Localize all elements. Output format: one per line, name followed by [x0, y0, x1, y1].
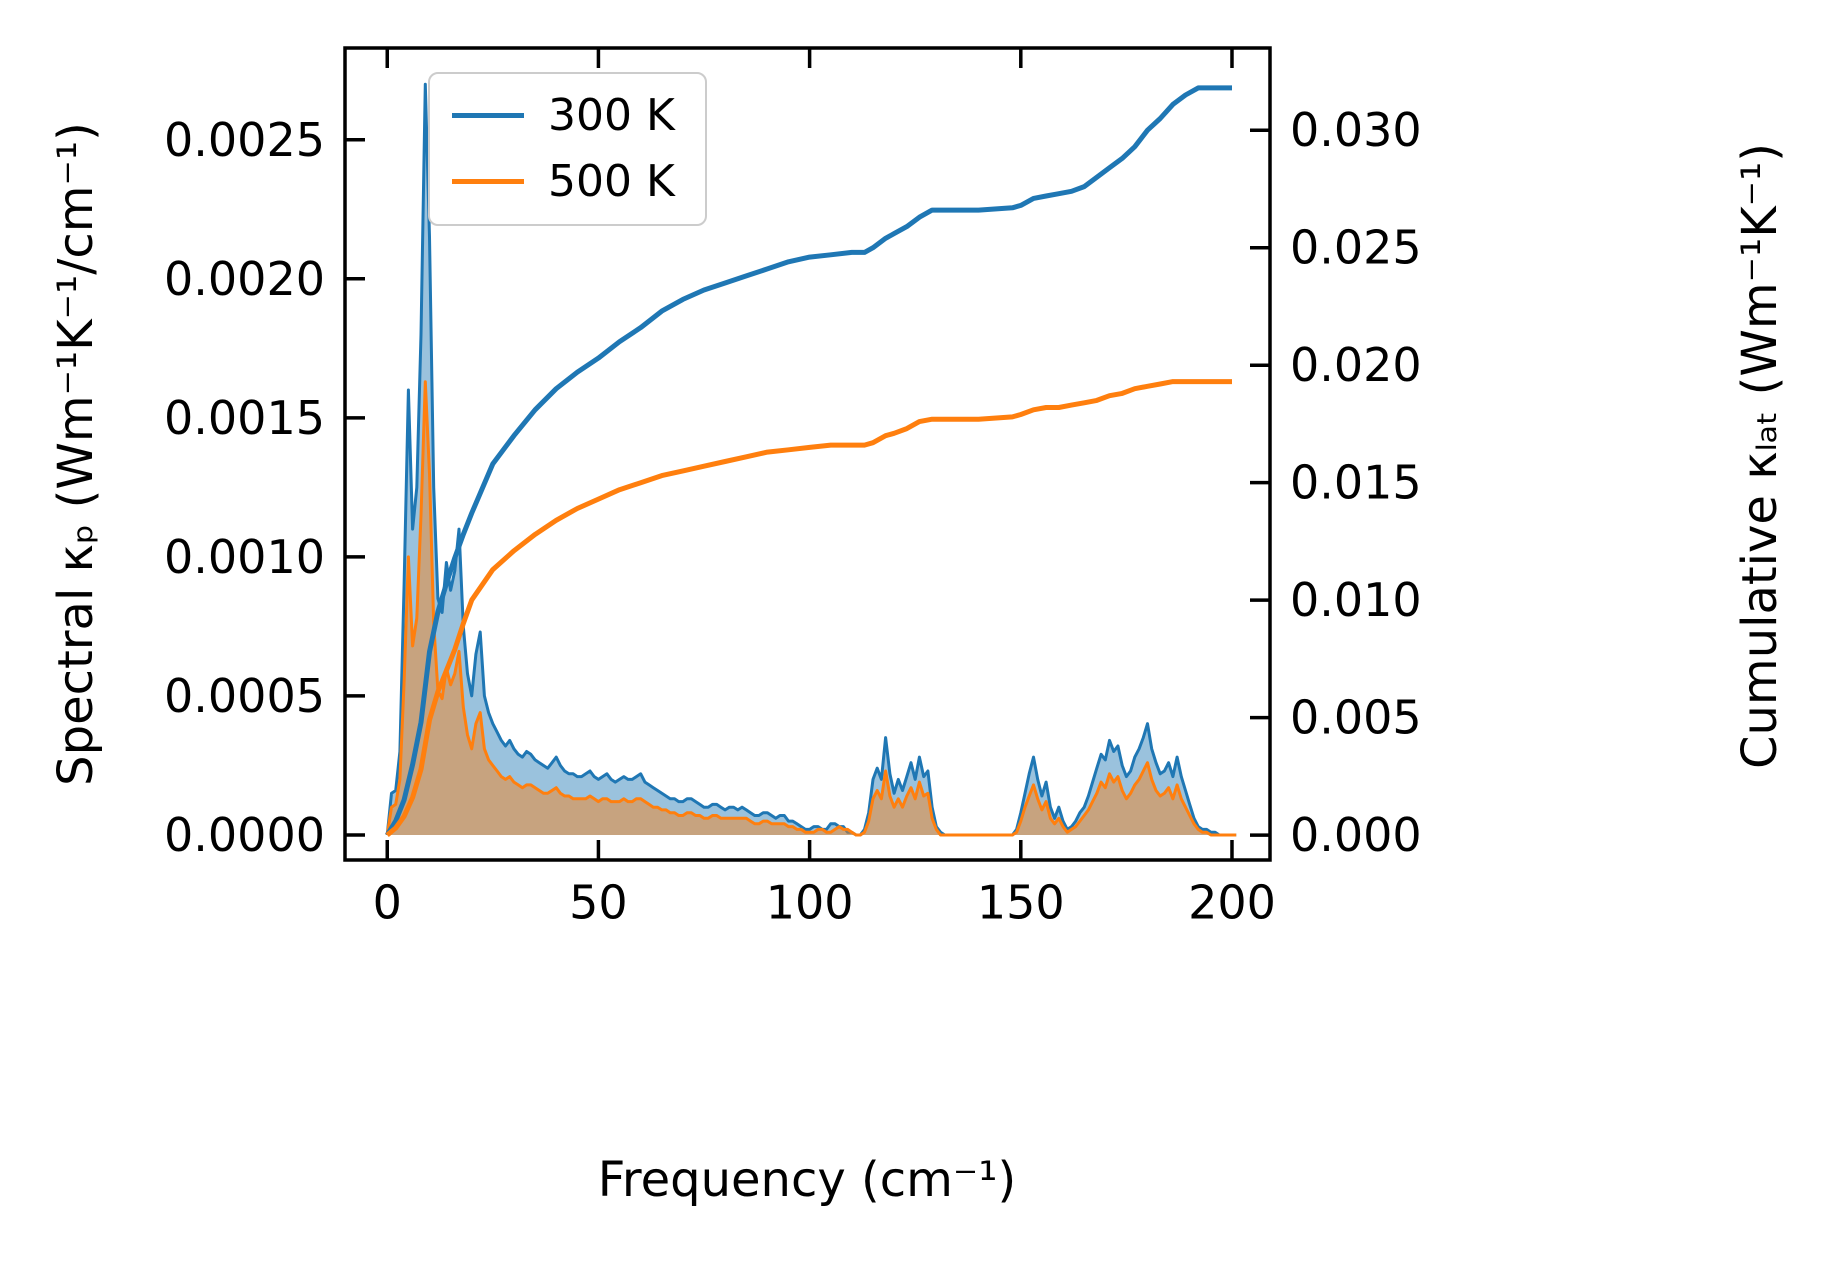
x-tick-label: 200 — [1188, 875, 1276, 929]
y-right-tick-label: 0.015 — [1290, 456, 1422, 510]
x-axis-label: Frequency (cm⁻¹) — [597, 1152, 1017, 1208]
y-right-tick-label: 0.030 — [1290, 103, 1422, 157]
y-left-tick-label: 0.0020 — [164, 252, 325, 306]
y-axis-label-right: Cumulative κₗₐₜ (Wm⁻¹K⁻¹) — [1732, 143, 1788, 769]
y-right-tick-label: 0.010 — [1290, 573, 1422, 627]
legend-entry-300k: 300 K — [452, 90, 675, 142]
series-cumulative-300k-line — [385, 85, 1232, 837]
y-axis-label-left: Spectral κₚ (Wm⁻¹K⁻¹/cm⁻¹) — [48, 122, 104, 786]
series-cumulative-500k-line — [385, 379, 1232, 838]
y-left-tick-label: 0.0025 — [164, 113, 325, 167]
y-left-tick-label: 0.0015 — [164, 391, 325, 445]
y-left-tick-label: 0.0005 — [164, 669, 325, 723]
legend-label-300k: 300 K — [548, 90, 675, 141]
plot-border — [343, 46, 1272, 862]
series-spectral-300k-line — [385, 82, 1237, 837]
series-spectral-300k-fill — [387, 84, 1237, 835]
legend: 300 K 500 K — [428, 72, 707, 226]
series-spectral-500k-line — [385, 380, 1237, 837]
legend-line-swatch-500k — [452, 179, 524, 185]
y-right-tick-label: 0.000 — [1290, 808, 1422, 862]
y-right-tick-label: 0.020 — [1290, 338, 1422, 392]
y-left-tick-label: 0.0010 — [164, 530, 325, 584]
x-tick-label: 0 — [373, 875, 402, 929]
ticks-and-tick-labels: 0 50 100 150 200 0.0000 0.0005 0.0010 0.0015 0.00… — [164, 48, 1422, 929]
series-layer — [385, 82, 1237, 838]
y-right-tick-label: 0.025 — [1290, 221, 1422, 275]
x-tick-label: 100 — [766, 875, 854, 929]
legend-entry-500k: 500 K — [452, 156, 675, 208]
series-spectral-500k-fill — [387, 381, 1237, 835]
y-left-tick-label: 0.0000 — [164, 808, 325, 862]
legend-line-swatch-300k — [452, 113, 524, 119]
x-tick-label: 50 — [569, 875, 628, 929]
legend-label-500k: 500 K — [548, 155, 675, 207]
x-tick-label: 150 — [977, 875, 1065, 929]
y-right-tick-label: 0.005 — [1290, 691, 1422, 745]
